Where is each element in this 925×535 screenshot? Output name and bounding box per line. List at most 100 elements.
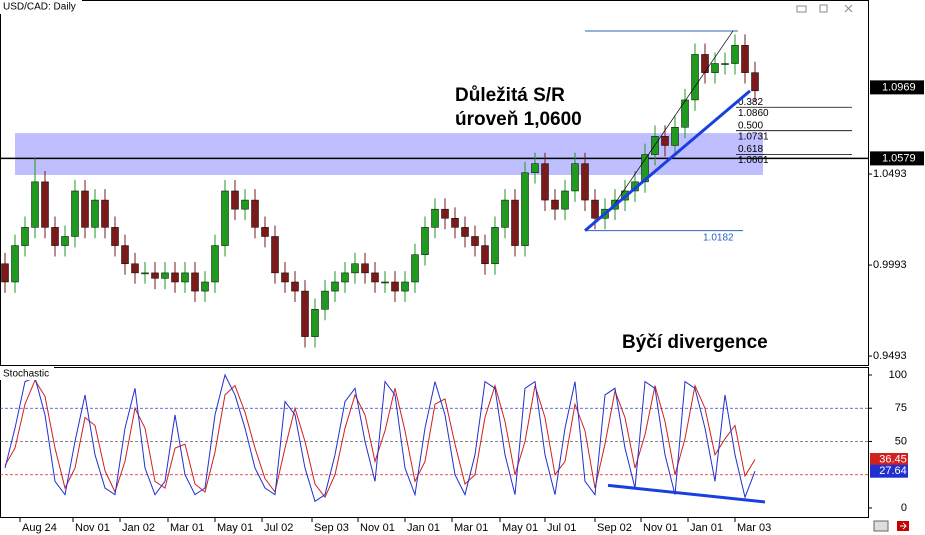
divergence-line bbox=[607, 483, 766, 504]
candle-body bbox=[411, 254, 419, 283]
y-tick-label: 50 bbox=[895, 435, 907, 447]
subtitle-bg bbox=[0, 367, 54, 380]
x-tick-label: May 01 bbox=[217, 522, 253, 534]
candle-body bbox=[461, 227, 469, 237]
candle-body bbox=[531, 163, 539, 174]
candle-body bbox=[681, 99, 689, 128]
candle-body bbox=[271, 236, 279, 274]
candle-body bbox=[101, 199, 109, 228]
candle-body bbox=[281, 272, 289, 283]
candle-body bbox=[591, 199, 599, 219]
candle-body bbox=[331, 281, 339, 292]
candle-body bbox=[541, 163, 549, 201]
x-tick-label: Mar 01 bbox=[454, 522, 488, 534]
candle-body bbox=[741, 45, 749, 73]
price-marker-box bbox=[870, 80, 924, 95]
stochastic-line bbox=[4, 379, 756, 499]
fib-price: 1.0860 bbox=[738, 108, 769, 119]
price-marker: 1.0969 bbox=[882, 81, 916, 93]
x-tick-label: Jan 01 bbox=[407, 522, 440, 534]
annotation: Býčí divergence bbox=[622, 332, 768, 353]
chart-title: USD/CAD: Daily bbox=[3, 2, 76, 13]
candle-body bbox=[511, 199, 519, 246]
candle-body bbox=[321, 290, 329, 310]
candle-body bbox=[701, 54, 709, 73]
panel-title: Stochastic bbox=[3, 369, 49, 380]
candle-body bbox=[261, 227, 269, 237]
candle-body bbox=[171, 272, 179, 283]
candle-body bbox=[341, 272, 349, 283]
scroll-icons[interactable] bbox=[873, 520, 909, 532]
x-tick-label: Jul 01 bbox=[547, 522, 576, 534]
value-box bbox=[870, 464, 908, 478]
candle-body bbox=[21, 227, 29, 246]
fib-price: 1.0731 bbox=[738, 131, 769, 142]
candle-body bbox=[181, 272, 189, 283]
window-icons[interactable] bbox=[796, 4, 853, 13]
x-tick-label: May 01 bbox=[502, 522, 538, 534]
x-tick-label: Nov 01 bbox=[360, 522, 395, 534]
sr-zone bbox=[15, 133, 763, 175]
x-tick-label: Jul 02 bbox=[264, 522, 293, 534]
candle-body bbox=[581, 163, 589, 201]
candle-body bbox=[141, 272, 149, 275]
candle-body bbox=[251, 199, 259, 228]
candle-body bbox=[291, 281, 299, 292]
candle-body bbox=[661, 136, 669, 146]
x-tick-label: Aug 24 bbox=[22, 522, 57, 534]
candle-body bbox=[231, 190, 239, 210]
value-box bbox=[870, 452, 908, 466]
price-panel bbox=[0, 0, 869, 366]
candle-body bbox=[31, 181, 39, 228]
candle-body bbox=[41, 181, 49, 228]
candle-body bbox=[111, 227, 119, 246]
value-label: 36.45 bbox=[879, 453, 907, 465]
candle-body bbox=[451, 218, 459, 228]
y-tick-label: 1.0493 bbox=[873, 168, 907, 180]
candle-body bbox=[61, 236, 69, 246]
candle-body bbox=[371, 272, 379, 283]
x-tick-label: Sep 03 bbox=[314, 522, 349, 534]
x-tick-label: Sep 02 bbox=[597, 522, 632, 534]
candle-body bbox=[731, 45, 739, 64]
price-marker-box bbox=[870, 151, 924, 166]
trendline bbox=[584, 89, 751, 232]
candle-body bbox=[421, 227, 429, 255]
candle-body bbox=[381, 281, 389, 284]
candle-body bbox=[691, 54, 699, 101]
fib-diagonal bbox=[609, 30, 734, 211]
x-tick-label: Mar 01 bbox=[170, 522, 204, 534]
y-tick-label: 0.9993 bbox=[873, 259, 907, 271]
candle-body bbox=[641, 154, 649, 183]
candle-body bbox=[561, 190, 569, 210]
candle-body bbox=[121, 245, 129, 265]
candle-body bbox=[151, 272, 159, 279]
y-tick-label: 0 bbox=[901, 502, 907, 514]
candle-body bbox=[301, 290, 309, 337]
candle-body bbox=[711, 63, 719, 73]
y-tick-label: 100 bbox=[889, 369, 907, 381]
candle-body bbox=[671, 126, 679, 146]
candle-body bbox=[521, 172, 529, 246]
title-bg bbox=[0, 0, 82, 14]
fib-ratio: 0.382 bbox=[738, 97, 763, 108]
candle-body bbox=[501, 199, 509, 228]
fib-ratio: 0.500 bbox=[738, 120, 763, 131]
candle-body bbox=[431, 208, 439, 228]
annotation: úroveň 1,0600 bbox=[455, 109, 582, 130]
candle-body bbox=[81, 190, 89, 228]
x-tick-label: Jan 01 bbox=[690, 522, 723, 534]
candle-body bbox=[191, 272, 199, 292]
candle-body bbox=[551, 199, 559, 210]
x-tick-label: Mar 03 bbox=[737, 522, 771, 534]
x-tick-label: Jan 02 bbox=[122, 522, 155, 534]
candle-body bbox=[491, 227, 499, 265]
candle-body bbox=[361, 263, 369, 274]
candle-body bbox=[311, 309, 319, 337]
price-marker: 1.0579 bbox=[882, 152, 916, 164]
candle-body bbox=[751, 72, 759, 92]
annotation: Důležitá S/R bbox=[455, 85, 565, 106]
candle-body bbox=[571, 163, 579, 192]
candle-body bbox=[481, 245, 489, 265]
